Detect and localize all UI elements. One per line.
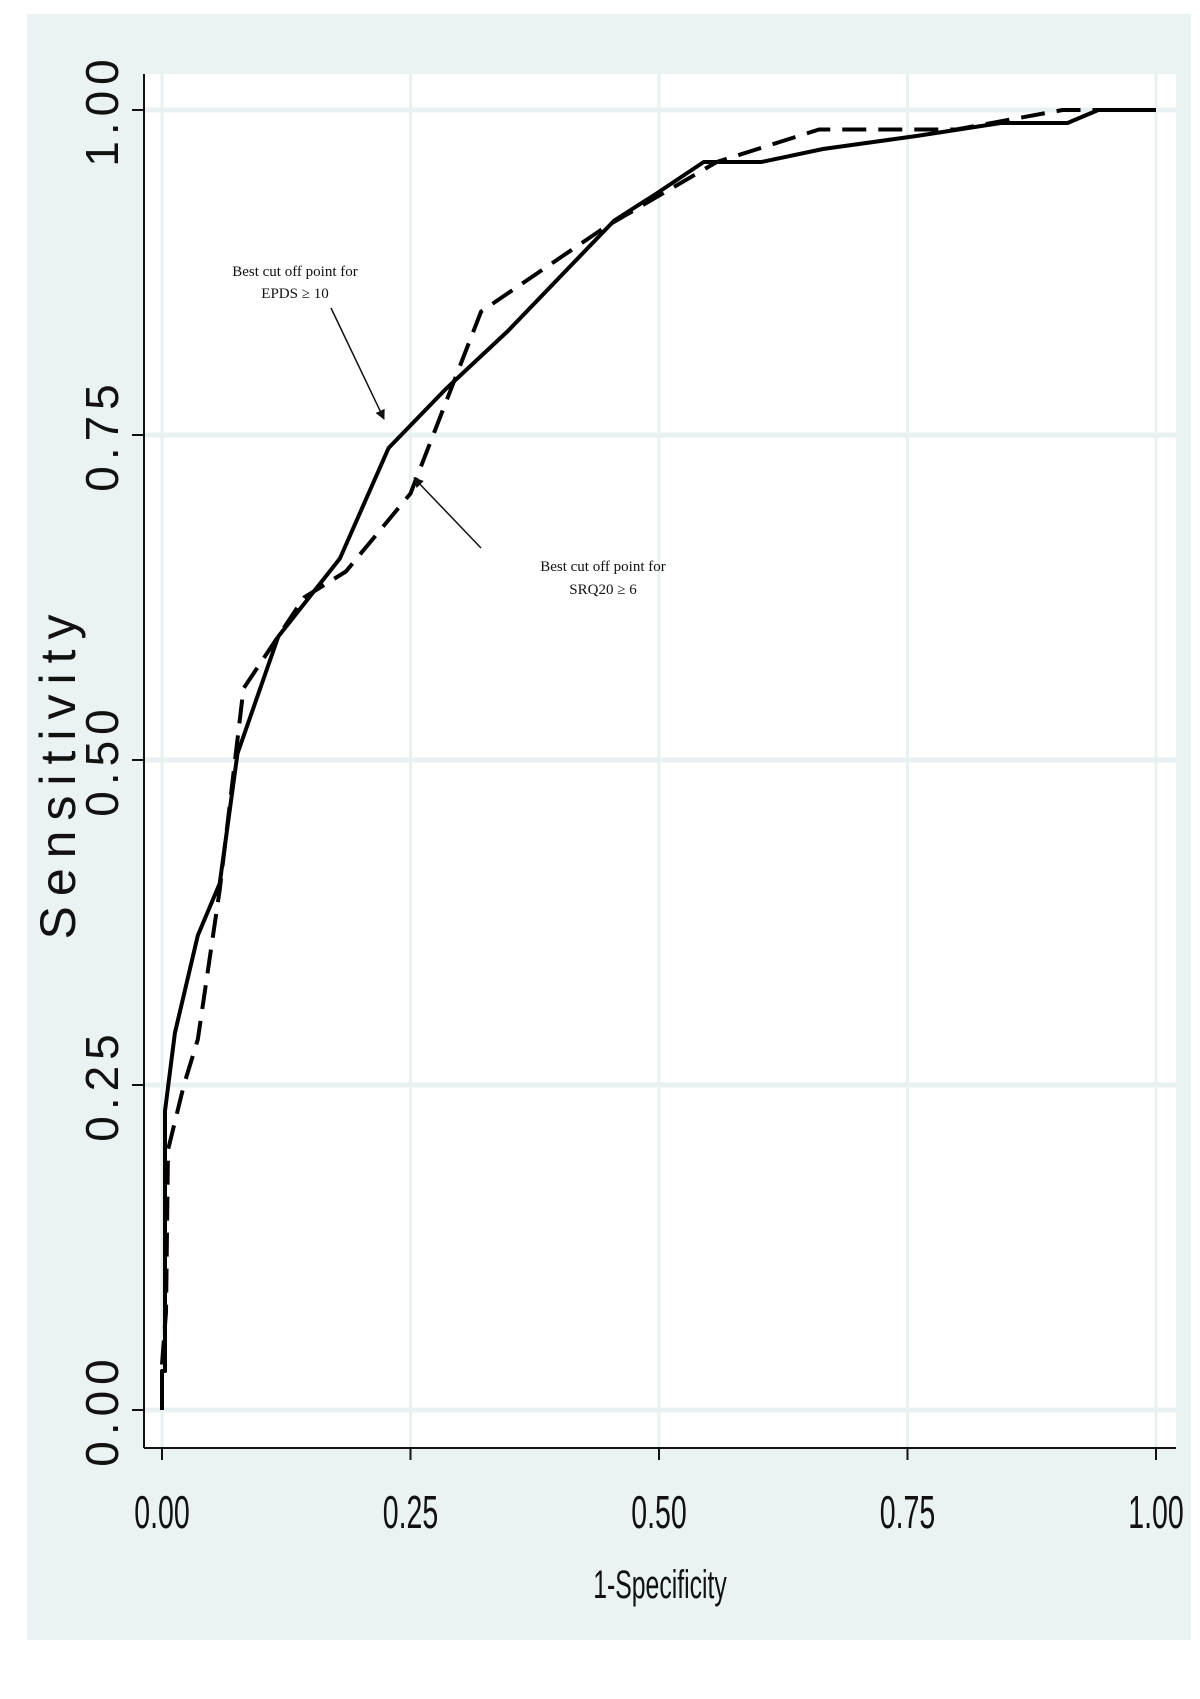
annotation-srq20-arrow bbox=[413, 477, 482, 549]
y-tick-label-4: 1.00 bbox=[76, 53, 128, 167]
annotation-epds-line1: Best cut off point for bbox=[232, 264, 358, 280]
x-tick-label-4: 1.00 bbox=[1128, 1487, 1184, 1539]
y-axis-label: Sensitivity bbox=[30, 604, 86, 939]
annotation-epds-arrow bbox=[330, 307, 385, 420]
annotation-srq20-line2: SRQ20 ≥ 6 bbox=[569, 582, 637, 598]
x-tick-label-1: 0.25 bbox=[383, 1487, 439, 1539]
axes bbox=[132, 74, 1176, 1460]
annotation-epds-line2: EPDS ≥ 10 bbox=[261, 286, 328, 302]
grid bbox=[144, 74, 1176, 1448]
y-tick-label-1: 0.25 bbox=[76, 1028, 128, 1142]
tick-labels: 0.00 0.25 0.50 0.75 1.00 0.00 0.25 0.50 0.75 1.00 bbox=[76, 53, 1184, 1539]
annotation-srq20: Best cut off point for SRQ20 ≥ 6 bbox=[413, 477, 666, 598]
series-dashed-line bbox=[160, 108, 1156, 1365]
x-tick-label-2: 0.50 bbox=[631, 1487, 687, 1539]
y-tick-label-0: 0.00 bbox=[76, 1353, 128, 1467]
series-solid-line bbox=[160, 108, 1156, 1410]
y-tick-label-2: 0.50 bbox=[76, 703, 128, 817]
x-tick-label-0: 0.00 bbox=[134, 1487, 190, 1539]
y-tick-label-3: 0.75 bbox=[76, 378, 128, 492]
x-axis-label: 1-Specificity bbox=[593, 1563, 727, 1607]
x-tick-label-3: 0.75 bbox=[880, 1487, 936, 1539]
series-layer bbox=[160, 108, 1156, 1410]
annotation-epds: Best cut off point for EPDS ≥ 10 bbox=[232, 264, 385, 420]
annotation-srq20-line1: Best cut off point for bbox=[540, 559, 666, 575]
